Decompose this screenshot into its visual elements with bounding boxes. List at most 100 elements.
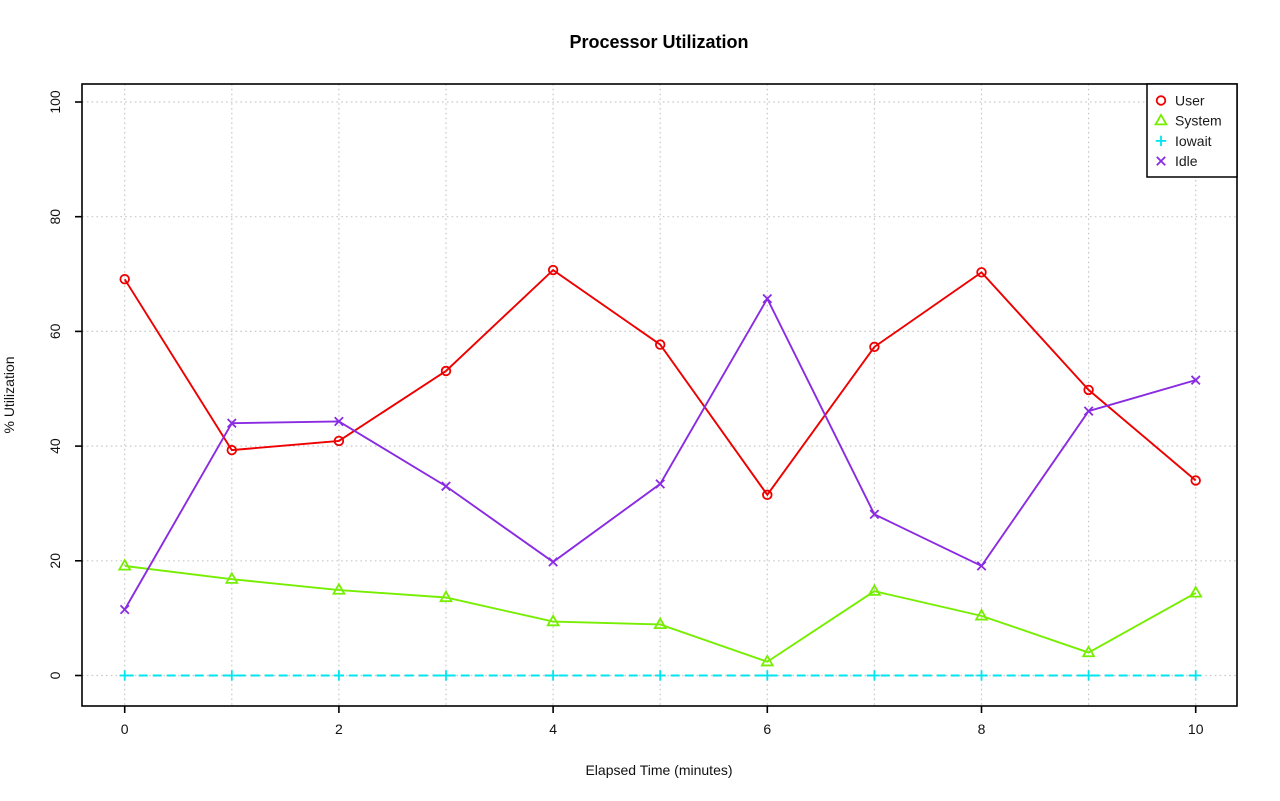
x-tick-label: 6 xyxy=(763,721,771,737)
idle-marker xyxy=(655,479,666,489)
user-marker xyxy=(226,444,238,456)
system-marker xyxy=(117,558,132,571)
iowait-marker xyxy=(762,670,773,681)
legend-label-system: System xyxy=(1175,113,1222,129)
x-tick-label: 10 xyxy=(1188,721,1204,737)
system-marker-glyph xyxy=(331,582,346,595)
user-marker xyxy=(655,339,666,350)
system-marker xyxy=(331,582,346,595)
system-marker-glyph xyxy=(760,654,775,667)
legend-idle-marker-glyph xyxy=(1156,156,1166,166)
user-marker xyxy=(119,274,130,285)
user-marker xyxy=(547,264,559,276)
system-marker xyxy=(1081,644,1096,658)
user-marker xyxy=(1083,384,1094,396)
user-marker-glyph xyxy=(547,264,559,276)
idle-marker-glyph xyxy=(334,416,344,427)
system-marker xyxy=(974,608,989,621)
iowait-marker xyxy=(226,670,238,681)
idle-marker-glyph xyxy=(1190,375,1201,385)
y-axis-label: % Utilization xyxy=(1,356,17,433)
user-line xyxy=(123,268,1197,497)
y-tick-label: 80 xyxy=(47,209,63,225)
y-tick-label: 60 xyxy=(47,323,63,339)
user-marker xyxy=(976,267,987,278)
iowait-marker xyxy=(440,670,452,681)
system-marker-glyph xyxy=(546,613,561,627)
user-marker-glyph xyxy=(333,435,345,447)
system-marker xyxy=(1188,585,1203,598)
iowait-marker xyxy=(1083,670,1094,681)
iowait-marker xyxy=(333,670,345,681)
system-line xyxy=(124,565,1197,663)
iowait-marker xyxy=(119,670,130,681)
legend-label-idle: Idle xyxy=(1175,153,1198,169)
system-marker xyxy=(439,589,453,603)
axis-ticks xyxy=(75,101,1197,713)
user-marker-glyph xyxy=(1190,475,1201,486)
idle-marker xyxy=(119,604,130,615)
user-marker-glyph xyxy=(226,444,238,456)
series-idle xyxy=(119,293,1201,615)
series-iowait xyxy=(119,670,1201,681)
y-tick-label: 0 xyxy=(47,671,63,679)
x-tick-label: 0 xyxy=(121,721,129,737)
idle-marker-glyph xyxy=(655,479,666,489)
idle-marker xyxy=(226,418,237,428)
chart-title: Processor Utilization xyxy=(569,32,748,52)
y-tick-label: 20 xyxy=(47,553,63,569)
system-marker xyxy=(224,571,239,584)
idle-marker-glyph xyxy=(869,509,880,520)
user-marker-glyph xyxy=(1083,384,1094,396)
legend-system-marker xyxy=(1154,113,1168,126)
system-marker-glyph xyxy=(1081,644,1096,658)
idle-marker xyxy=(762,293,773,304)
system-marker-glyph xyxy=(1188,585,1203,598)
x-tick-label: 2 xyxy=(335,721,343,737)
user-marker-glyph xyxy=(869,341,880,353)
x-tick-labels: 0 2 4 6 8 10 xyxy=(121,721,1204,737)
idle-marker xyxy=(976,561,987,571)
y-tick-label: 100 xyxy=(47,90,63,114)
legend-iowait-marker xyxy=(1155,135,1167,147)
x-tick-label: 8 xyxy=(978,721,986,737)
system-marker-glyph xyxy=(653,616,668,630)
system-marker-glyph xyxy=(117,558,132,571)
series-user xyxy=(119,264,1201,501)
idle-marker xyxy=(1190,375,1201,385)
system-marker-glyph xyxy=(224,571,239,584)
idle-marker-glyph xyxy=(548,557,558,567)
user-marker xyxy=(333,435,345,447)
series-system xyxy=(117,558,1203,667)
idle-marker xyxy=(334,416,344,427)
y-tick-label: 40 xyxy=(47,438,63,454)
y-tick-labels: 0 20 40 60 80 100 xyxy=(47,90,63,679)
plot-border xyxy=(81,83,1238,707)
idle-marker xyxy=(548,557,558,567)
idle-marker-glyph xyxy=(119,604,130,615)
iowait-marker xyxy=(976,670,987,681)
user-marker-glyph xyxy=(976,267,987,278)
legend-label-iowait: Iowait xyxy=(1175,133,1212,149)
system-marker-glyph xyxy=(867,583,882,596)
iowait-marker xyxy=(869,670,880,681)
user-marker-glyph xyxy=(655,339,666,350)
series-layer xyxy=(117,264,1203,681)
x-tick-label: 4 xyxy=(549,721,557,737)
system-marker-glyph xyxy=(974,608,989,621)
gridlines xyxy=(82,84,1237,706)
legend: User System Iowait Idle xyxy=(1146,83,1238,178)
user-marker xyxy=(1190,475,1201,486)
user-marker-glyph xyxy=(440,365,452,377)
iowait-marker xyxy=(547,670,559,681)
legend-user-marker xyxy=(1155,95,1167,106)
idle-marker xyxy=(1083,406,1094,416)
user-marker xyxy=(869,341,880,353)
idle-marker-glyph xyxy=(441,481,451,492)
legend-idle-marker xyxy=(1156,156,1166,166)
legend-label-user: User xyxy=(1175,93,1205,109)
idle-marker-glyph xyxy=(762,293,773,304)
system-marker xyxy=(653,616,668,630)
